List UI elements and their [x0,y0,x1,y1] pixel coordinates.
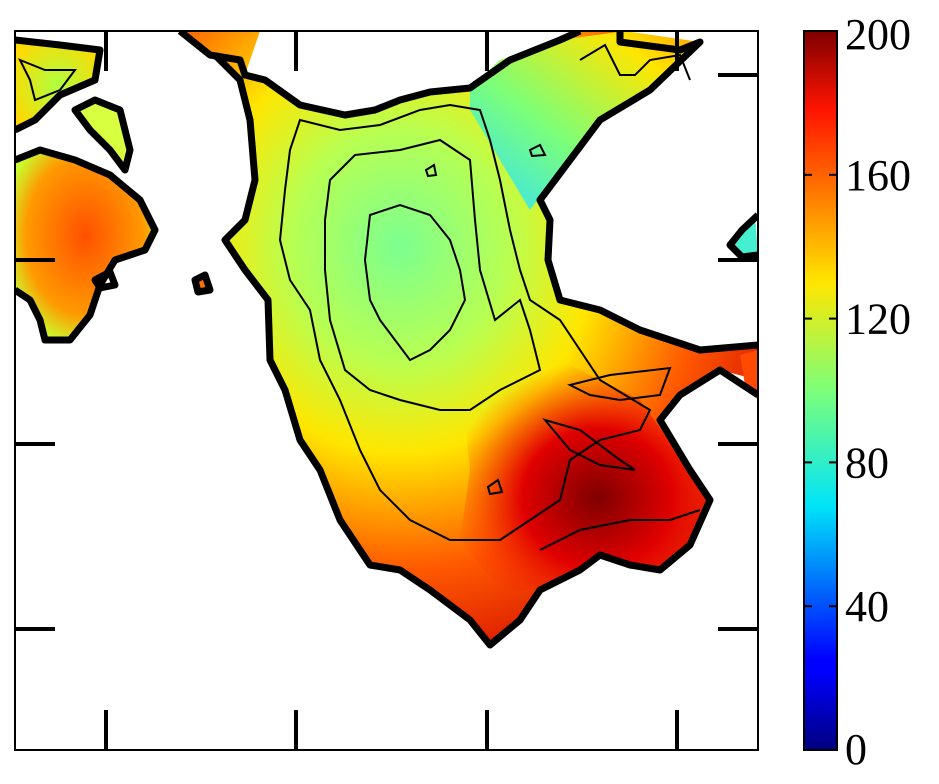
colorbar-gradient [803,30,838,751]
colorbar-ticks: 0 40 80 120 160 200 [804,10,911,774]
main-landmass-region [180,31,758,645]
plot-frame [14,30,759,751]
colorbar: 0 40 80 120 160 200 [803,10,911,774]
colorbar-tick-label: 120 [845,295,911,344]
west-island-region [15,150,155,340]
colorbar-tick-label: 200 [845,10,911,59]
colorbar-tick-label: 40 [845,582,889,631]
colorbar-tick-label: 160 [845,151,911,200]
colorbar-tick-label: 0 [845,725,867,774]
coastline-outlines [15,31,758,649]
plot-area [15,31,758,649]
axis-ticks [15,31,758,750]
north-west-island-region [15,40,100,130]
east-edge-region [740,350,758,400]
colorbar-tick-label: 80 [845,438,889,487]
contour-lines [17,43,701,551]
